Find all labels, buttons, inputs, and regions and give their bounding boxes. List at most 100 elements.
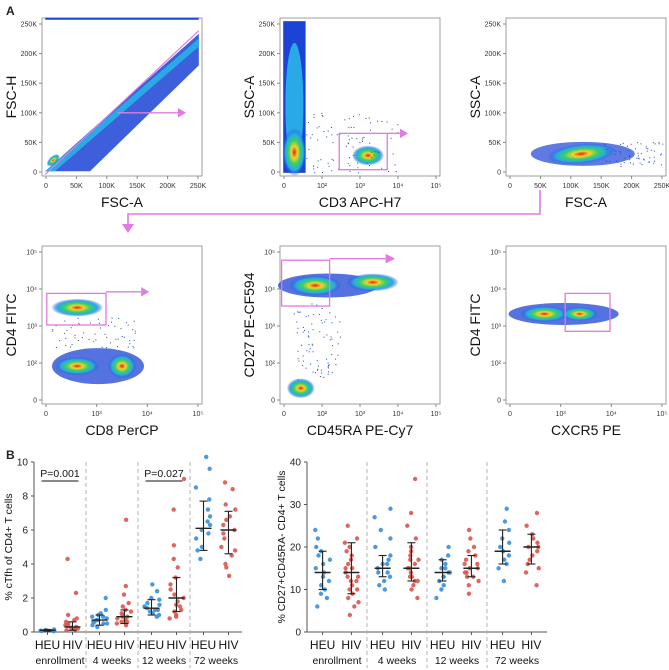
event-dot xyxy=(324,321,326,323)
event-dot xyxy=(378,151,380,153)
event-dot xyxy=(339,133,341,135)
x-axis-label: FSC-A xyxy=(565,194,608,210)
data-point xyxy=(221,531,226,536)
data-point xyxy=(104,621,110,626)
timepoint-label: 72 weeks xyxy=(495,655,539,667)
data-point xyxy=(446,544,451,550)
data-point xyxy=(434,595,439,601)
data-point xyxy=(232,548,238,553)
event-dot xyxy=(640,143,642,145)
data-point xyxy=(178,607,184,613)
event-dot xyxy=(65,344,67,346)
data-point xyxy=(207,466,212,471)
event-dot xyxy=(318,126,320,128)
x-tick-label: 50K xyxy=(70,183,83,190)
event-dot xyxy=(311,303,313,305)
data-point xyxy=(315,536,321,541)
event-dot xyxy=(59,340,61,342)
event-dot xyxy=(357,167,359,169)
event-dot xyxy=(349,170,351,172)
data-point xyxy=(466,591,472,596)
y-tick-label: 250K xyxy=(21,22,38,29)
event-dot xyxy=(338,168,340,170)
event-dot xyxy=(604,143,606,145)
event-dot xyxy=(312,351,314,353)
y-tick-label: 0 xyxy=(33,398,37,405)
plot-frame xyxy=(41,17,203,177)
data-point xyxy=(168,587,173,592)
data-point xyxy=(504,506,509,511)
timepoint-label: enrollment xyxy=(312,655,361,667)
y-tick-label: 150K xyxy=(21,81,38,88)
event-dot xyxy=(81,337,83,339)
event-dot xyxy=(318,313,320,315)
data-point xyxy=(530,553,535,558)
event-dot xyxy=(352,146,354,148)
x-tick-label: 10⁴ xyxy=(606,411,617,418)
x-tick-label: 10⁵ xyxy=(657,411,668,418)
data-point xyxy=(345,561,351,567)
event-dot xyxy=(397,124,399,126)
x-tick-label: 10⁴ xyxy=(393,183,404,190)
timepoint-label: 4 weeks xyxy=(93,655,132,667)
group-label: HIV xyxy=(62,638,82,652)
event-dot xyxy=(327,162,329,164)
data-point xyxy=(326,578,332,584)
density-cloud xyxy=(520,305,569,322)
y-tick-label: 10⁴ xyxy=(264,287,275,294)
event-dot xyxy=(332,159,334,161)
p-value-label: P=0.001 xyxy=(40,468,80,480)
event-dot xyxy=(322,115,324,117)
event-dot xyxy=(637,142,639,144)
event-dot xyxy=(133,347,135,349)
data-point xyxy=(171,556,176,562)
data-point xyxy=(123,517,129,522)
data-point xyxy=(119,611,124,616)
event-dot xyxy=(628,154,630,156)
x-tick-label: 150K xyxy=(593,183,610,190)
data-point xyxy=(347,612,353,618)
data-point xyxy=(416,557,421,562)
event-dot xyxy=(134,332,136,334)
event-dot xyxy=(348,139,350,141)
event-dot xyxy=(93,340,95,342)
data-point xyxy=(502,557,507,562)
y-tick-label: 10³ xyxy=(27,324,38,331)
y-tick-label: 0 xyxy=(497,398,501,405)
event-dot xyxy=(627,150,629,152)
event-dot xyxy=(300,344,302,346)
event-dot xyxy=(331,338,333,340)
data-point xyxy=(195,548,200,553)
event-dot xyxy=(641,164,643,166)
event-dot xyxy=(132,345,134,347)
y-tick-label: 0 xyxy=(22,628,28,639)
event-dot xyxy=(308,351,310,353)
event-dot xyxy=(296,332,298,334)
event-dot xyxy=(326,334,328,336)
event-dot xyxy=(337,343,339,345)
x-tick-label: 10² xyxy=(317,183,328,190)
density-cloud xyxy=(289,275,342,296)
gating-plot-cd27-cd45ra: 0 10² 10³ 10⁴ 10⁵ 0 10² 10³ 10⁴ 10⁵ CD45RA PE-Cy7 C… xyxy=(241,245,441,438)
y-axis-label: FSC-H xyxy=(3,76,19,119)
event-dot xyxy=(377,151,379,153)
event-dot xyxy=(653,162,655,164)
data-point xyxy=(415,595,420,601)
data-point xyxy=(121,592,127,597)
data-point xyxy=(502,519,508,524)
panel-b-label: B xyxy=(6,448,15,462)
event-dot xyxy=(327,130,329,132)
event-dot xyxy=(88,338,90,340)
data-point xyxy=(123,623,129,628)
event-dot xyxy=(317,369,319,371)
event-dot xyxy=(374,151,376,153)
gate-arrow-head xyxy=(141,287,150,297)
x-tick-label: 0 xyxy=(282,183,286,190)
data-point xyxy=(346,595,351,601)
data-point xyxy=(496,566,501,571)
event-dot xyxy=(332,345,334,347)
data-point xyxy=(230,487,235,492)
event-dot xyxy=(302,355,304,357)
event-dot xyxy=(52,330,54,332)
